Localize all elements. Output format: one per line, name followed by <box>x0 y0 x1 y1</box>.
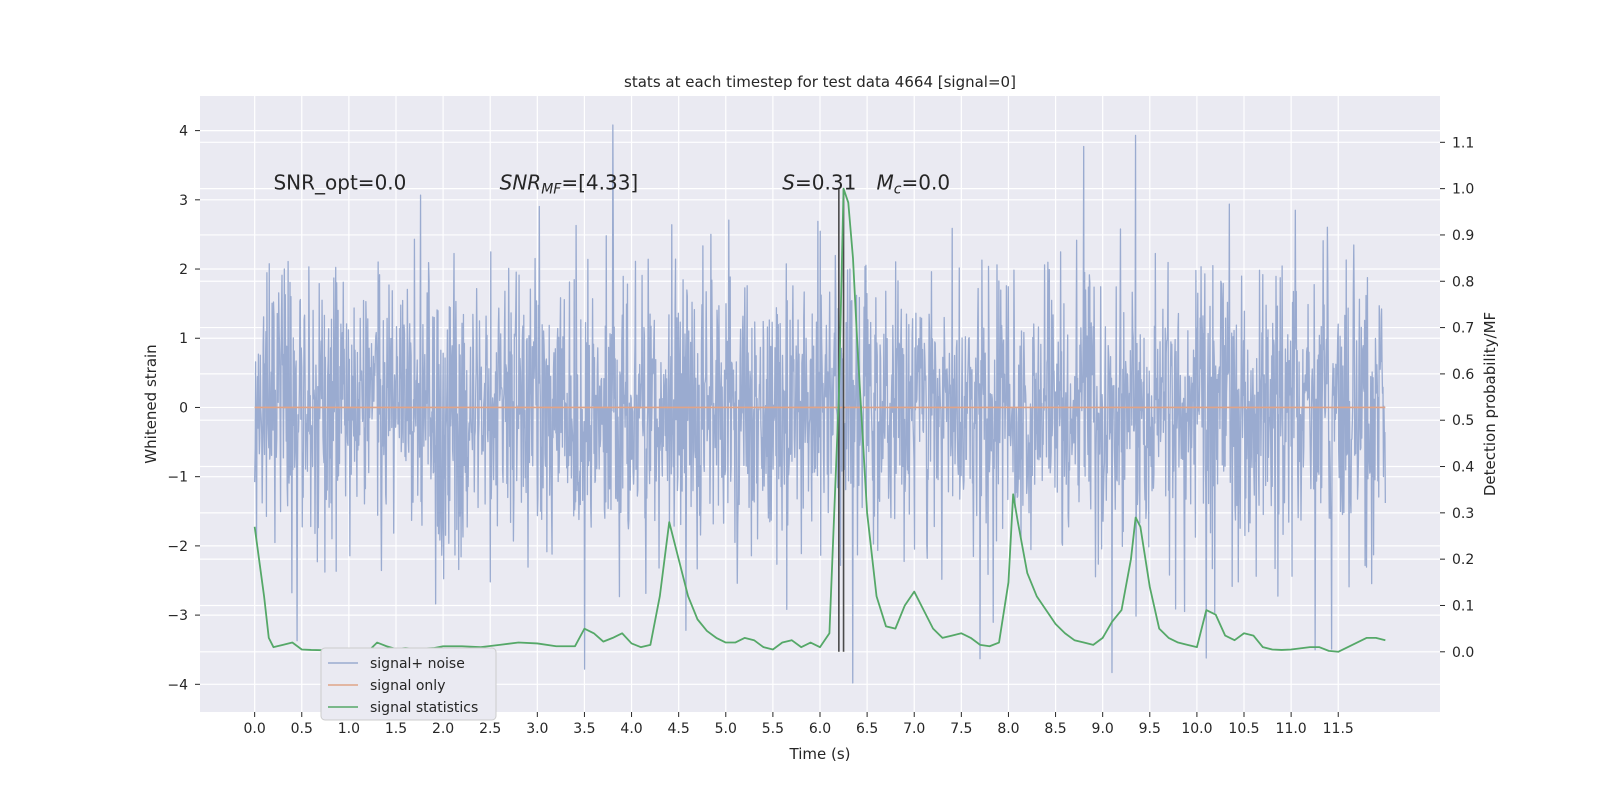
y-tick-label: −1 <box>167 470 188 486</box>
y-tick-label: −3 <box>167 608 188 624</box>
annot-layer: SNR_opt=0.0 SNRMF=[4.33] S=0.31 Mc=0.0 <box>273 170 950 197</box>
lines-layer <box>253 187 1386 653</box>
x-tick-label: 6.0 <box>809 721 831 737</box>
x-tick-label: 10.5 <box>1228 721 1259 737</box>
x-tick-label: 2.0 <box>432 721 454 737</box>
x-tick-label: 4.5 <box>668 721 690 737</box>
x-tick-label: 3.0 <box>526 721 548 737</box>
x-tick-label: 9.5 <box>1139 721 1161 737</box>
x-axis-label: Time (s) <box>789 745 851 763</box>
x-tick-label: 10.0 <box>1181 721 1212 737</box>
y2-tick-label: 0.7 <box>1452 321 1474 337</box>
series-signal-statistics-line <box>253 187 1386 653</box>
y2-tick-label: 0.2 <box>1452 552 1474 568</box>
y-tick-label: 0 <box>179 400 188 416</box>
legend-label-stats: signal statistics <box>370 700 478 716</box>
x-tick-label: 6.5 <box>856 721 878 737</box>
x-tick-label: 1.5 <box>385 721 407 737</box>
y2-tick-label: 0.0 <box>1452 645 1474 661</box>
y-tick-label: 2 <box>179 262 188 278</box>
x-tick-label: 2.5 <box>479 721 501 737</box>
y2-axis-label: Detection probability/MF <box>1481 312 1499 496</box>
axes-layer: 0.0 0.5 1.0 1.5 2.0 2.5 3.0 3.5 4.0 4.5 5.0 5.5 6.0 6… <box>167 124 1474 737</box>
y-tick-label: 3 <box>179 193 188 209</box>
x-tick-label: 5.5 <box>762 721 784 737</box>
annotation-0: SNR_opt=0.0 <box>273 170 406 194</box>
x-tick-label: 9.0 <box>1092 721 1114 737</box>
y2-tick-label: 0.6 <box>1452 367 1474 383</box>
y2-tick-label: 0.4 <box>1452 460 1474 476</box>
legend-label-signal: signal only <box>370 678 445 694</box>
y2-tick-label: 0.1 <box>1452 598 1474 614</box>
y2-tick-label: 0.9 <box>1452 228 1474 244</box>
legend-label-noise: signal+ noise <box>370 656 465 672</box>
y-tick-label: −4 <box>167 677 188 693</box>
y-tick-label: −2 <box>167 539 188 555</box>
noise-layer <box>254 124 1386 684</box>
y2-tick-label: 0.5 <box>1452 413 1474 429</box>
annotation-3: Mc=0.0 <box>877 170 951 197</box>
y2-tick-label: 0.3 <box>1452 506 1474 522</box>
y-tick-label: 1 <box>179 331 188 347</box>
annotation-1: SNRMF=[4.33] <box>500 170 639 197</box>
y-axis-label: Whitened strain <box>142 344 160 463</box>
x-tick-label: 0.5 <box>291 721 313 737</box>
chart-title: stats at each timestep for test data 466… <box>624 73 1016 91</box>
x-tick-label: 0.0 <box>244 721 266 737</box>
x-tick-label: 8.0 <box>997 721 1019 737</box>
annotation-2: S=0.31 <box>782 170 856 194</box>
legend: signal+ noise signal only signal statist… <box>320 647 497 721</box>
x-tick-label: 1.0 <box>338 721 360 737</box>
series-signal-noise-line <box>254 124 1386 684</box>
x-tick-label: 7.5 <box>950 721 972 737</box>
x-tick-label: 5.0 <box>715 721 737 737</box>
y2-tick-label: 1.0 <box>1452 182 1474 198</box>
x-tick-label: 3.5 <box>573 721 595 737</box>
x-tick-label: 7.0 <box>903 721 925 737</box>
x-tick-label: 11.0 <box>1276 721 1307 737</box>
x-tick-label: 8.5 <box>1044 721 1066 737</box>
y-tick-label: 4 <box>179 124 188 140</box>
y2-tick-label: 1.1 <box>1452 135 1474 151</box>
x-tick-label: 11.5 <box>1323 721 1354 737</box>
legend-box <box>320 647 497 721</box>
x-tick-label: 4.0 <box>620 721 642 737</box>
y2-tick-label: 0.8 <box>1452 274 1474 290</box>
